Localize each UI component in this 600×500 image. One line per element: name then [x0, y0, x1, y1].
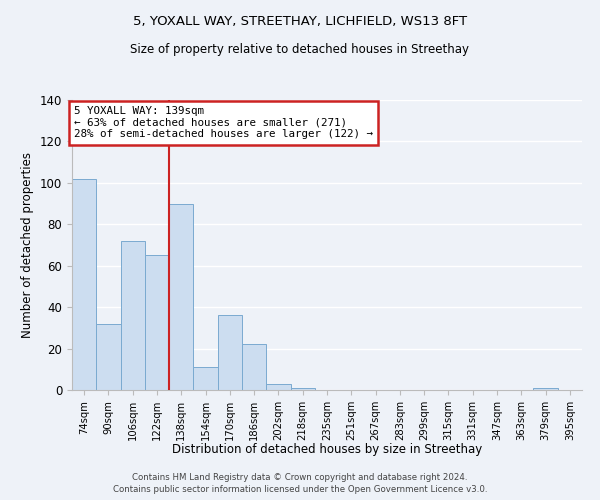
- Text: Size of property relative to detached houses in Streethay: Size of property relative to detached ho…: [131, 42, 470, 56]
- Bar: [242, 344, 266, 390]
- Text: 5 YOXALL WAY: 139sqm
← 63% of detached houses are smaller (271)
28% of semi-deta: 5 YOXALL WAY: 139sqm ← 63% of detached h…: [74, 106, 373, 140]
- Bar: [121, 241, 145, 390]
- Text: Contains public sector information licensed under the Open Government Licence v3: Contains public sector information licen…: [113, 485, 487, 494]
- Bar: [266, 384, 290, 390]
- Bar: [96, 324, 121, 390]
- Bar: [218, 316, 242, 390]
- Bar: [145, 256, 169, 390]
- Bar: [290, 388, 315, 390]
- Y-axis label: Number of detached properties: Number of detached properties: [22, 152, 34, 338]
- Bar: [72, 178, 96, 390]
- Text: Distribution of detached houses by size in Streethay: Distribution of detached houses by size …: [172, 442, 482, 456]
- Text: 5, YOXALL WAY, STREETHAY, LICHFIELD, WS13 8FT: 5, YOXALL WAY, STREETHAY, LICHFIELD, WS1…: [133, 15, 467, 28]
- Text: Contains HM Land Registry data © Crown copyright and database right 2024.: Contains HM Land Registry data © Crown c…: [132, 472, 468, 482]
- Bar: [193, 367, 218, 390]
- Bar: [533, 388, 558, 390]
- Bar: [169, 204, 193, 390]
